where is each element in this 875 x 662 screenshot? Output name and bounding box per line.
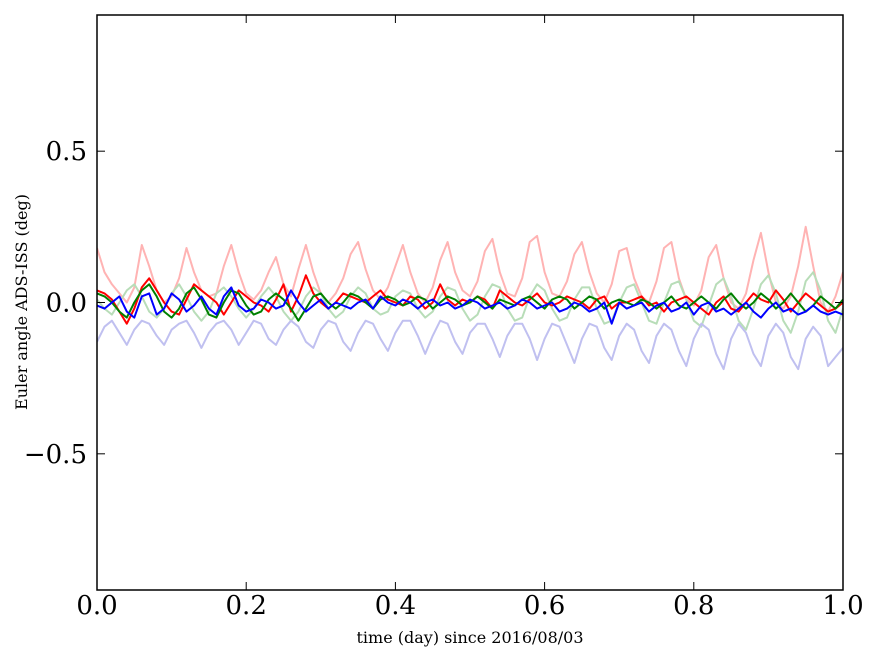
series-layer — [97, 225, 843, 371]
series-line-6 — [97, 286, 843, 325]
y-tick-label: 0.5 — [46, 137, 87, 167]
series-line-3 — [97, 319, 843, 371]
x-tick-label: 0.2 — [226, 591, 267, 621]
series-line-2 — [97, 271, 843, 334]
x-axis-ticks: 0.0 0.2 0.4 0.6 0.8 1.0 — [76, 15, 864, 621]
x-tick-label: 0.0 — [76, 591, 117, 621]
x-tick-label: 0.6 — [524, 591, 565, 621]
y-axis-label: Euler angle ADS-ISS (deg) — [12, 194, 31, 410]
x-tick-label: 0.4 — [375, 591, 416, 621]
x-axis-label: time (day) since 2016/08/03 — [356, 628, 583, 647]
x-tick-label: 0.8 — [673, 591, 714, 621]
series-line-5 — [97, 283, 843, 322]
series-line-1 — [97, 225, 843, 313]
y-tick-label: −0.5 — [24, 440, 87, 470]
y-tick-label: 0.0 — [46, 289, 87, 319]
x-tick-label: 1.0 — [822, 591, 863, 621]
y-axis-ticks: 0.5 0.0 −0.5 — [24, 137, 843, 470]
